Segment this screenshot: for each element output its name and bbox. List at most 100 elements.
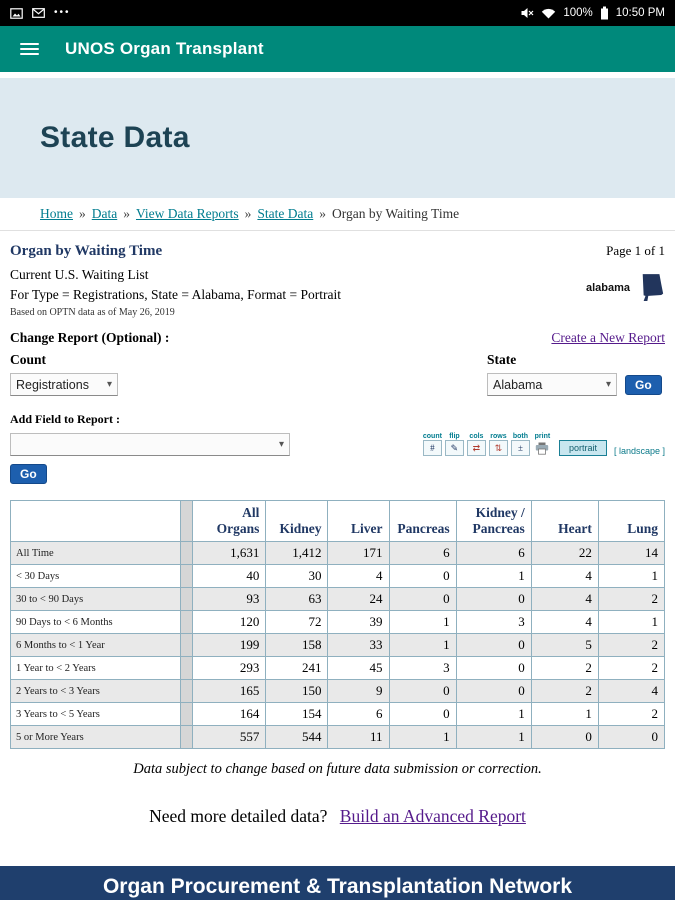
mail-icon [32,8,45,18]
data-cell: 93 [192,587,267,611]
data-cell: 0 [455,587,532,611]
chevron-down-icon: ▾ [605,379,611,390]
corner-cell [9,500,182,542]
row-label: All Time [9,541,182,565]
tool-flip[interactable]: flip ✎ [444,433,464,456]
add-field-select[interactable]: ▾ [10,433,290,456]
data-cell: 6 [388,541,457,565]
change-report-row: Change Report (Optional) : Create a New … [10,330,665,346]
tool-label: print [534,433,551,440]
landscape-link[interactable]: [ landscape ] [613,446,665,456]
state-select[interactable]: Alabama ▾ [487,373,617,396]
app-title: UNOS Organ Transplant [65,39,264,58]
table-row: < 30 Days 40 30 4 0 1 4 1 [9,564,666,588]
state-label: State [487,352,517,367]
cta-row: Need more detailed data? Build an Advanc… [10,806,665,827]
row-label: < 30 Days [9,564,182,588]
data-cell: 14 [597,541,666,565]
go-button-add-field[interactable]: Go [10,464,47,484]
count-control: Count Registrations ▾ [10,352,118,396]
data-cell: 40 [192,564,267,588]
count-select-value: Registrations [16,377,89,392]
spacer-header-cell [180,500,194,542]
breadcrumb: Home » Data » View Data Reports » State Data » O… [0,198,675,231]
table-row: 6 Months to < 1 Year 199 158 33 1 0 5 2 [9,633,666,657]
state-badge: alabama [586,273,665,303]
data-cell: 165 [192,679,267,703]
report-head: Organ by Waiting Time Current U.S. Waiti… [10,243,665,318]
tool-rows[interactable]: rows ⇅ [488,433,508,456]
column-header: Liver [327,500,390,542]
data-cell: 1 [597,610,666,634]
data-cell: 4 [327,564,390,588]
spacer-cell [180,702,194,726]
data-cell: 1 [388,725,457,749]
mini-toolbar: count # flip ✎ cols ⇄ rows ⇅ both ± print [423,433,552,456]
column-header: Heart [530,500,599,542]
page-header: State Data [0,78,675,198]
breadcrumb-separator: » [319,206,327,221]
count-select[interactable]: Registrations ▾ [10,373,118,396]
print-icon [533,440,552,456]
data-cell: 4 [597,679,666,703]
report-tools: count # flip ✎ cols ⇄ rows ⇅ both ± print portrait… [423,433,665,456]
create-new-report-link[interactable]: Create a New Report [551,330,665,345]
go-button-state[interactable]: Go [625,374,662,395]
row-label: 30 to < 90 Days [9,587,182,611]
data-cell: 9 [327,679,390,703]
status-bar: ••• 100% 10:50 PM [0,0,675,26]
data-cell: 63 [265,587,329,611]
flip-icon: ✎ [444,440,464,456]
data-cell: 544 [265,725,329,749]
tool-label: rows [490,433,507,440]
rows-icon: ⇅ [488,440,508,456]
tool-label: flip [449,433,460,440]
data-cell: 0 [388,702,457,726]
data-cell: 0 [388,587,457,611]
table-row: 3 Years to < 5 Years 164 154 6 0 1 1 2 [9,702,666,726]
table-row: 5 or More Years 557 544 11 1 1 0 0 [9,725,666,749]
table-row: 1 Year to < 2 Years 293 241 45 3 0 2 2 [9,656,666,680]
chevron-down-icon: ▾ [278,439,284,450]
data-cell: 2 [597,633,666,657]
tool-cols[interactable]: cols ⇄ [466,433,486,456]
breadcrumb-item-view-data-reports[interactable]: View Data Reports [135,206,239,221]
column-header: Kidney / Pancreas [455,500,532,542]
column-header: All Organs [192,500,267,542]
data-cell: 1 [597,564,666,588]
data-cell: 1 [455,702,532,726]
portrait-button[interactable]: portrait [558,440,607,456]
row-label: 3 Years to < 5 Years [9,702,182,726]
menu-icon[interactable] [20,43,39,55]
data-cell: 2 [597,702,666,726]
data-cell: 0 [388,679,457,703]
system-status-icons: 100% 10:50 PM [521,6,665,20]
disclaimer-note: Data subject to change based on future d… [133,761,542,777]
data-cell: 241 [265,656,329,680]
data-cell: 72 [265,610,329,634]
page-title: State Data [40,121,190,154]
report-head-right: Page 1 of 1 alabama [586,243,665,303]
data-cell: 24 [327,587,390,611]
tool-print[interactable]: print [533,433,552,456]
count-icon: # [422,440,442,456]
breadcrumb-item-data[interactable]: Data [91,206,118,221]
breadcrumb-item-home[interactable]: Home [40,206,73,221]
data-cell: 2 [597,656,666,680]
breadcrumb-item-state-data[interactable]: State Data [257,206,314,221]
data-cell: 120 [192,610,267,634]
data-cell: 154 [265,702,329,726]
advanced-report-link[interactable]: Build an Advanced Report [339,806,526,826]
table-row: All Time 1,631 1,412 171 6 6 22 14 [9,541,666,565]
add-field-row: ▾ count # flip ✎ cols ⇄ rows ⇅ both ± print portra… [10,433,665,456]
tool-count[interactable]: count # [423,433,442,456]
data-cell: 2 [597,587,666,611]
data-cell: 3 [455,610,532,634]
breadcrumb-item-organ-by-waiting-time: Organ by Waiting Time [332,206,460,221]
data-cell: 5 [530,633,599,657]
tool-label: both [512,433,529,440]
tool-both[interactable]: both ± [510,433,530,456]
data-cell: 158 [265,633,329,657]
waiting-time-table: All Organs Kidney Liver Pancreas Kidney / Pa… [9,500,666,749]
